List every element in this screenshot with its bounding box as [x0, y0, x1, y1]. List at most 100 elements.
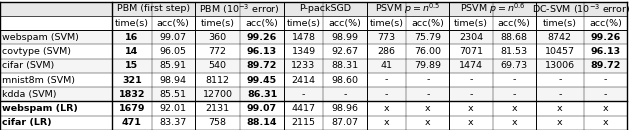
Bar [323, 102, 367, 116]
Text: acc(%): acc(%) [157, 19, 189, 28]
Bar [323, 59, 367, 73]
Text: PSVM $p = n^{0.5}$: PSVM $p = n^{0.5}$ [375, 2, 441, 16]
Bar [536, 59, 584, 73]
Bar [112, 73, 152, 87]
Bar [152, 73, 195, 87]
Bar [195, 59, 241, 73]
Bar [284, 16, 323, 30]
Text: 79.89: 79.89 [414, 61, 442, 70]
Text: 1832: 1832 [118, 90, 145, 99]
Bar [195, 2, 241, 16]
Text: 41: 41 [380, 61, 392, 70]
Bar [152, 30, 195, 44]
Text: 2131: 2131 [205, 104, 230, 113]
Bar [112, 44, 152, 59]
Bar [0, 87, 112, 102]
Text: -: - [513, 76, 516, 85]
Bar [152, 59, 195, 73]
Bar [284, 102, 323, 116]
Text: 83.37: 83.37 [160, 118, 187, 127]
Bar [152, 16, 195, 30]
Text: x: x [557, 118, 563, 127]
Text: -: - [604, 76, 607, 85]
Text: 773: 773 [378, 33, 396, 42]
Text: 96.13: 96.13 [590, 47, 620, 56]
Text: 321: 321 [122, 76, 141, 85]
Text: acc(%): acc(%) [246, 19, 278, 28]
Bar [406, 59, 449, 73]
Bar [536, 16, 584, 30]
Text: 99.45: 99.45 [247, 76, 277, 85]
Bar [241, 30, 284, 44]
Bar [112, 59, 152, 73]
Text: 98.60: 98.60 [332, 76, 358, 85]
Bar [536, 2, 584, 16]
Text: acc(%): acc(%) [412, 19, 444, 28]
Bar [406, 87, 449, 102]
Bar [241, 59, 284, 73]
Text: 85.91: 85.91 [160, 61, 187, 70]
Text: 540: 540 [209, 61, 227, 70]
Bar [112, 16, 152, 30]
Text: 88.31: 88.31 [332, 61, 358, 70]
Bar [449, 59, 493, 73]
Bar [536, 87, 584, 102]
Bar [152, 16, 195, 30]
Bar [406, 73, 449, 87]
Bar [195, 16, 241, 30]
Bar [284, 73, 323, 87]
Text: 772: 772 [209, 47, 227, 56]
Bar [367, 30, 406, 44]
Bar [584, 30, 627, 44]
Text: -: - [385, 90, 388, 99]
Bar [493, 87, 536, 102]
Text: -: - [469, 90, 473, 99]
Bar [112, 30, 152, 44]
Bar [584, 102, 627, 116]
Text: x: x [383, 104, 389, 113]
Text: x: x [383, 118, 389, 127]
Text: 76.00: 76.00 [414, 47, 442, 56]
Text: time(s): time(s) [201, 19, 235, 28]
Text: 2115: 2115 [291, 118, 316, 127]
Bar [584, 44, 627, 59]
Text: 13006: 13006 [545, 61, 575, 70]
Bar [367, 2, 406, 16]
Text: time(s): time(s) [115, 19, 149, 28]
Bar [367, 16, 406, 30]
Text: 98.99: 98.99 [332, 33, 358, 42]
Bar [584, 2, 627, 16]
Bar [152, 102, 195, 116]
Text: 89.72: 89.72 [247, 61, 277, 70]
Bar [241, 44, 284, 59]
Bar [449, 16, 493, 30]
Bar [0, 16, 112, 30]
Bar [449, 44, 493, 59]
Text: 89.72: 89.72 [590, 61, 621, 70]
Bar [536, 102, 584, 116]
Bar [195, 16, 241, 30]
Text: 75.79: 75.79 [414, 33, 442, 42]
Bar [493, 16, 536, 30]
Bar [0, 59, 112, 73]
Bar [152, 44, 195, 59]
Bar [323, 44, 367, 59]
Bar [284, 30, 323, 44]
Bar [195, 87, 241, 102]
Bar [493, 30, 536, 44]
Bar [449, 73, 493, 87]
Bar [284, 59, 323, 73]
Text: 96.13: 96.13 [247, 47, 277, 56]
Text: 2304: 2304 [459, 33, 483, 42]
Text: -: - [513, 90, 516, 99]
Bar [0, 16, 112, 30]
Bar [584, 87, 627, 102]
Bar [241, 73, 284, 87]
Text: 88.14: 88.14 [247, 118, 277, 127]
Text: x: x [425, 104, 431, 113]
Bar [323, 2, 367, 16]
Text: -: - [469, 76, 473, 85]
Text: kdda (SVM): kdda (SVM) [3, 90, 57, 99]
Bar [536, 30, 584, 44]
Bar [584, 16, 627, 30]
